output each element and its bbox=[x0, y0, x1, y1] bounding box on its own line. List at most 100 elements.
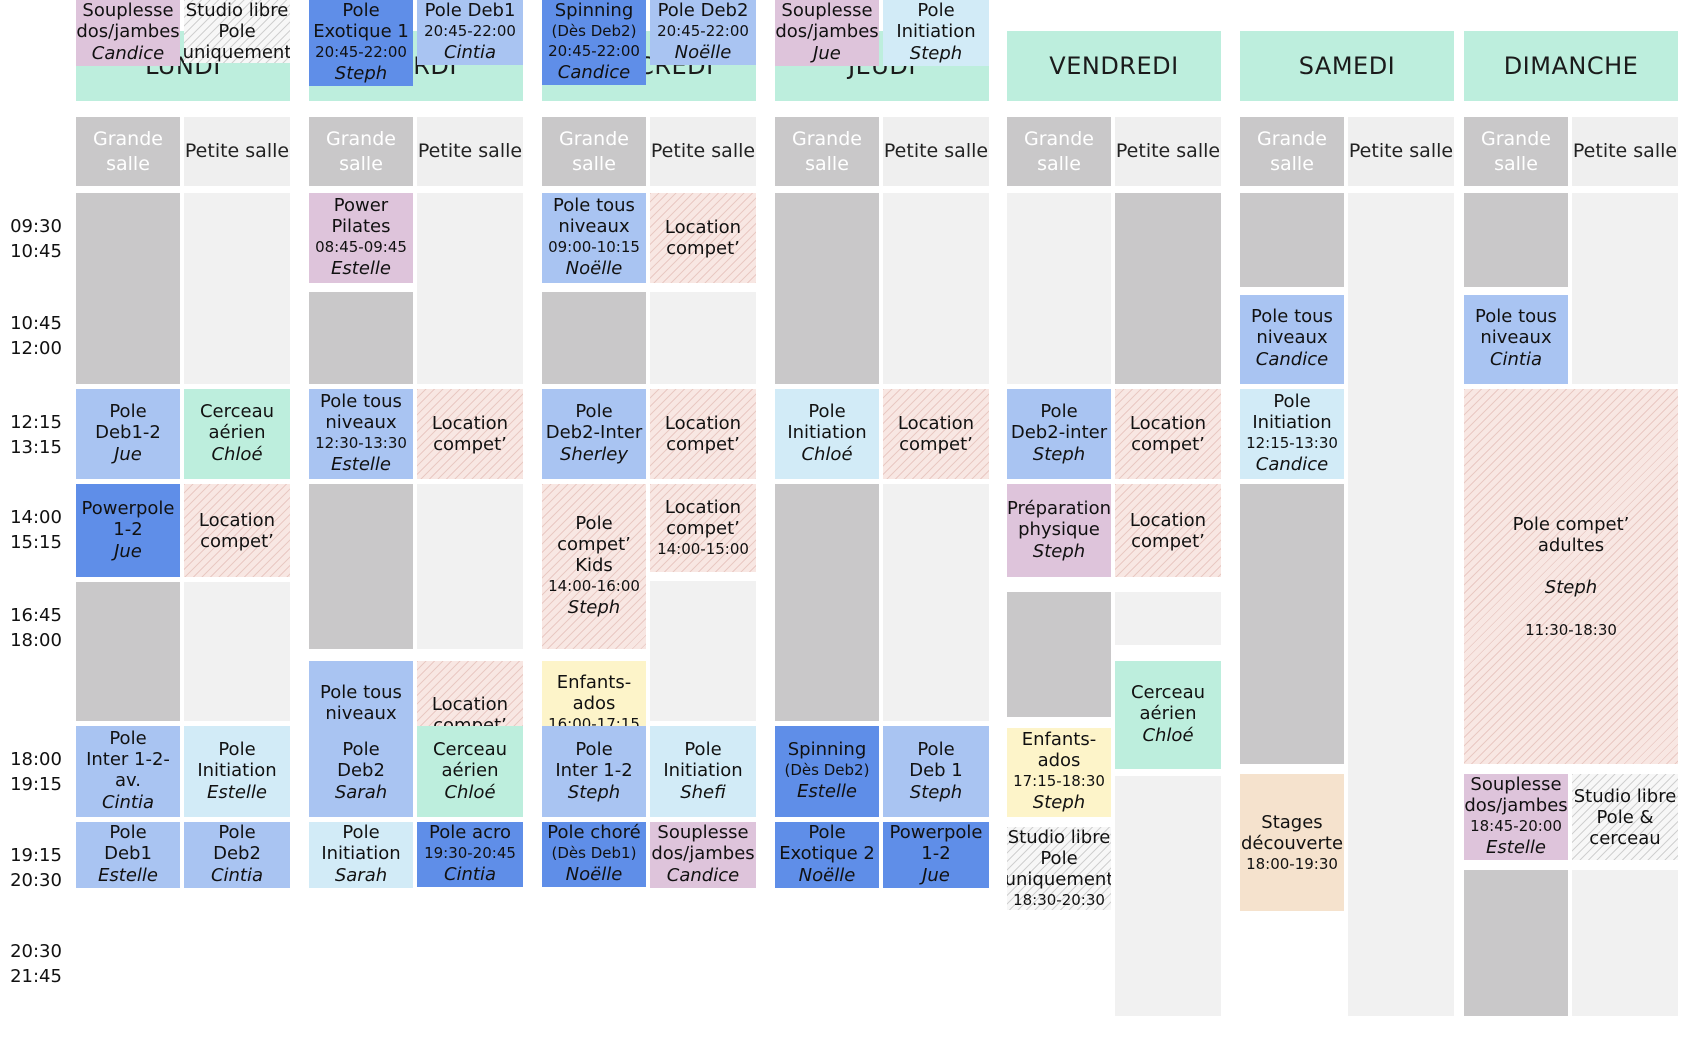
room-header-petite: Petite salle bbox=[184, 117, 290, 186]
class-session[interactable]: Pole compet’ adultes Steph 11:30-18:30 bbox=[1464, 389, 1678, 765]
session-title-line: compet’ bbox=[666, 518, 740, 540]
session-title-line: Pole tous bbox=[320, 682, 402, 704]
session-instructor: Steph bbox=[1032, 444, 1086, 465]
class-session[interactable]: Pole tous niveaux Cintia bbox=[1464, 294, 1568, 384]
class-session[interactable]: Pole tous niveaux 09:00-10:15 Noëlle bbox=[542, 193, 646, 284]
class-session[interactable]: Souplesse dos/jambes Jue bbox=[775, 0, 879, 66]
session-title-line: Deb2 bbox=[337, 759, 385, 781]
class-session[interactable]: Pole Initiation Steph bbox=[883, 0, 989, 66]
session-instructor: Estelle bbox=[797, 781, 857, 802]
class-session[interactable]: Souplesse dos/jambes Candice bbox=[76, 0, 180, 66]
class-session[interactable]: Pole Initiation Estelle bbox=[184, 726, 290, 817]
session-instructor: Estelle bbox=[98, 865, 158, 886]
class-session[interactable]: Spinning (Dès Deb2) 20:45-22:00 Candice bbox=[542, 0, 646, 85]
class-session[interactable]: Pole Deb2 Cintia bbox=[184, 822, 290, 888]
session-title-line: Location bbox=[664, 413, 742, 434]
time-label: 12:15 13:15 bbox=[10, 412, 62, 458]
session-title-line: dos/jambes bbox=[76, 21, 180, 42]
class-session[interactable]: Pole acro 19:30-20:45 Cintia bbox=[417, 822, 523, 887]
session-title-line: compet’ bbox=[666, 434, 740, 455]
session-instructor: Steph bbox=[1544, 576, 1598, 598]
empty-slot bbox=[76, 582, 180, 721]
session-title-line: Exotique 2 bbox=[779, 843, 875, 864]
session-title-line: dos/jambes bbox=[775, 21, 879, 42]
session-time: 18:30-20:30 bbox=[1013, 890, 1105, 909]
session-title-line: uniquement bbox=[184, 42, 290, 63]
class-session[interactable]: Enfants-ados 17:15-18:30 Steph bbox=[1007, 727, 1111, 817]
session-title-line: Pole bbox=[575, 401, 613, 422]
class-session[interactable]: Pole Deb2-Inter Sherley bbox=[542, 389, 646, 479]
class-session[interactable]: Studio libre Pole uniquement 18:30-20:30 bbox=[1007, 826, 1111, 910]
class-session[interactable]: Pole Deb2 Sarah bbox=[309, 726, 413, 817]
class-session[interactable]: Pole choré (Dès Deb1) Noëlle bbox=[542, 822, 646, 887]
class-session[interactable]: Souplesse dos/jambes 18:45-20:00 Estelle bbox=[1464, 774, 1568, 861]
class-session[interactable]: Power Pilates 08:45-09:45 Estelle bbox=[309, 193, 413, 284]
time-label: 09:30 10:45 bbox=[10, 216, 62, 262]
session-title-line: Powerpole bbox=[889, 822, 983, 843]
class-session[interactable]: Pole Inter 1-2 Steph bbox=[542, 726, 646, 817]
class-session[interactable]: Pole Inter 1-2-av. Cintia bbox=[76, 726, 180, 817]
class-session[interactable]: Pole Initiation 12:15-13:30 Candice bbox=[1240, 389, 1344, 479]
session-time: 09:00-10:15 bbox=[548, 238, 640, 257]
class-session[interactable]: Pole tous niveaux Candice bbox=[1240, 294, 1344, 384]
class-session[interactable]: Location compet’ 14:00-15:00 bbox=[650, 484, 756, 573]
session-instructor: Candice bbox=[557, 62, 631, 83]
session-instructor: Steph bbox=[567, 597, 621, 618]
empty-slot bbox=[775, 484, 879, 721]
class-session[interactable]: Pole Exotique 2 Noëlle bbox=[775, 822, 879, 888]
class-session[interactable]: Cerceau aérien Chloé bbox=[417, 726, 523, 817]
empty-slot bbox=[417, 193, 523, 384]
room-header-grande: Grande salle bbox=[1007, 117, 1111, 186]
empty-slot bbox=[650, 291, 756, 384]
class-session[interactable]: Cerceau aérien Chloé bbox=[1115, 661, 1221, 769]
session-title-line: Souplesse bbox=[1470, 774, 1562, 796]
class-session[interactable]: Pole Deb1 Estelle bbox=[76, 822, 180, 888]
class-session[interactable]: Powerpole 1-2 Jue bbox=[883, 822, 989, 888]
session-title-line: compet’ bbox=[666, 238, 740, 260]
empty-slot bbox=[1115, 193, 1221, 384]
session-title-line: Pole bbox=[218, 822, 256, 843]
session-time: 18:45-20:00 bbox=[1470, 817, 1562, 836]
session-title-line: dos/jambes bbox=[1464, 795, 1568, 817]
session-title-line: Pole tous bbox=[553, 195, 635, 217]
class-session[interactable]: Pole Deb2 20:45-22:00 Noëlle bbox=[650, 0, 756, 65]
session-time: 14:00-15:00 bbox=[657, 540, 749, 559]
session-title-line: Pole bbox=[342, 0, 380, 21]
session-time: 11:30-18:30 bbox=[1525, 620, 1617, 639]
empty-slot bbox=[1240, 484, 1344, 765]
class-session[interactable]: Pole Deb1 20:45-22:00 Cintia bbox=[417, 0, 523, 65]
session-title-line: Pole bbox=[684, 738, 722, 760]
class-session[interactable]: Spinning (Dès Deb2) Estelle bbox=[775, 726, 879, 817]
class-session[interactable]: Pole Deb2-inter Steph bbox=[1007, 389, 1111, 479]
class-session[interactable]: Pole Deb1-2 Jue bbox=[76, 389, 180, 479]
class-session[interactable]: Cerceau aérien Chloé bbox=[184, 389, 290, 479]
class-session[interactable]: Pole Deb 1 Steph bbox=[883, 726, 989, 817]
session-time: 20:45-22:00 bbox=[315, 43, 407, 61]
class-session[interactable]: Studio libre Pole uniquement bbox=[184, 0, 290, 63]
session-title-line: Deb2-Inter bbox=[545, 422, 643, 443]
class-session[interactable]: Stages découverte 18:00-19:30 bbox=[1240, 774, 1344, 912]
class-session[interactable]: Pole compet’ Kids 14:00-16:00 Steph bbox=[542, 484, 646, 649]
class-session[interactable]: Pole Initiation Shefi bbox=[650, 726, 756, 817]
class-session[interactable]: Pole Exotique 1 20:45-22:00 Steph bbox=[309, 0, 413, 86]
class-session[interactable]: Pole Initiation Sarah bbox=[309, 822, 413, 888]
session-instructor: Noëlle bbox=[674, 42, 732, 63]
class-session[interactable]: Souplesse dos/jambes Candice bbox=[650, 822, 756, 888]
class-session[interactable]: Préparation physique Steph bbox=[1007, 484, 1111, 577]
session-title-line: Location bbox=[664, 497, 742, 519]
class-session[interactable]: Powerpole 1-2 Jue bbox=[76, 484, 180, 577]
session-title-line: Initiation bbox=[321, 843, 401, 864]
session-title-line: Pole bbox=[917, 0, 955, 21]
session-title-line: Pilates bbox=[331, 216, 391, 238]
class-session[interactable]: Pole tous niveaux 12:30-13:30 Estelle bbox=[309, 389, 413, 479]
session-title-line: cerceau bbox=[1589, 827, 1661, 849]
class-session[interactable]: Pole Initiation Chloé bbox=[775, 389, 879, 479]
class-session[interactable]: Studio libre Pole & cerceau bbox=[1572, 774, 1678, 861]
